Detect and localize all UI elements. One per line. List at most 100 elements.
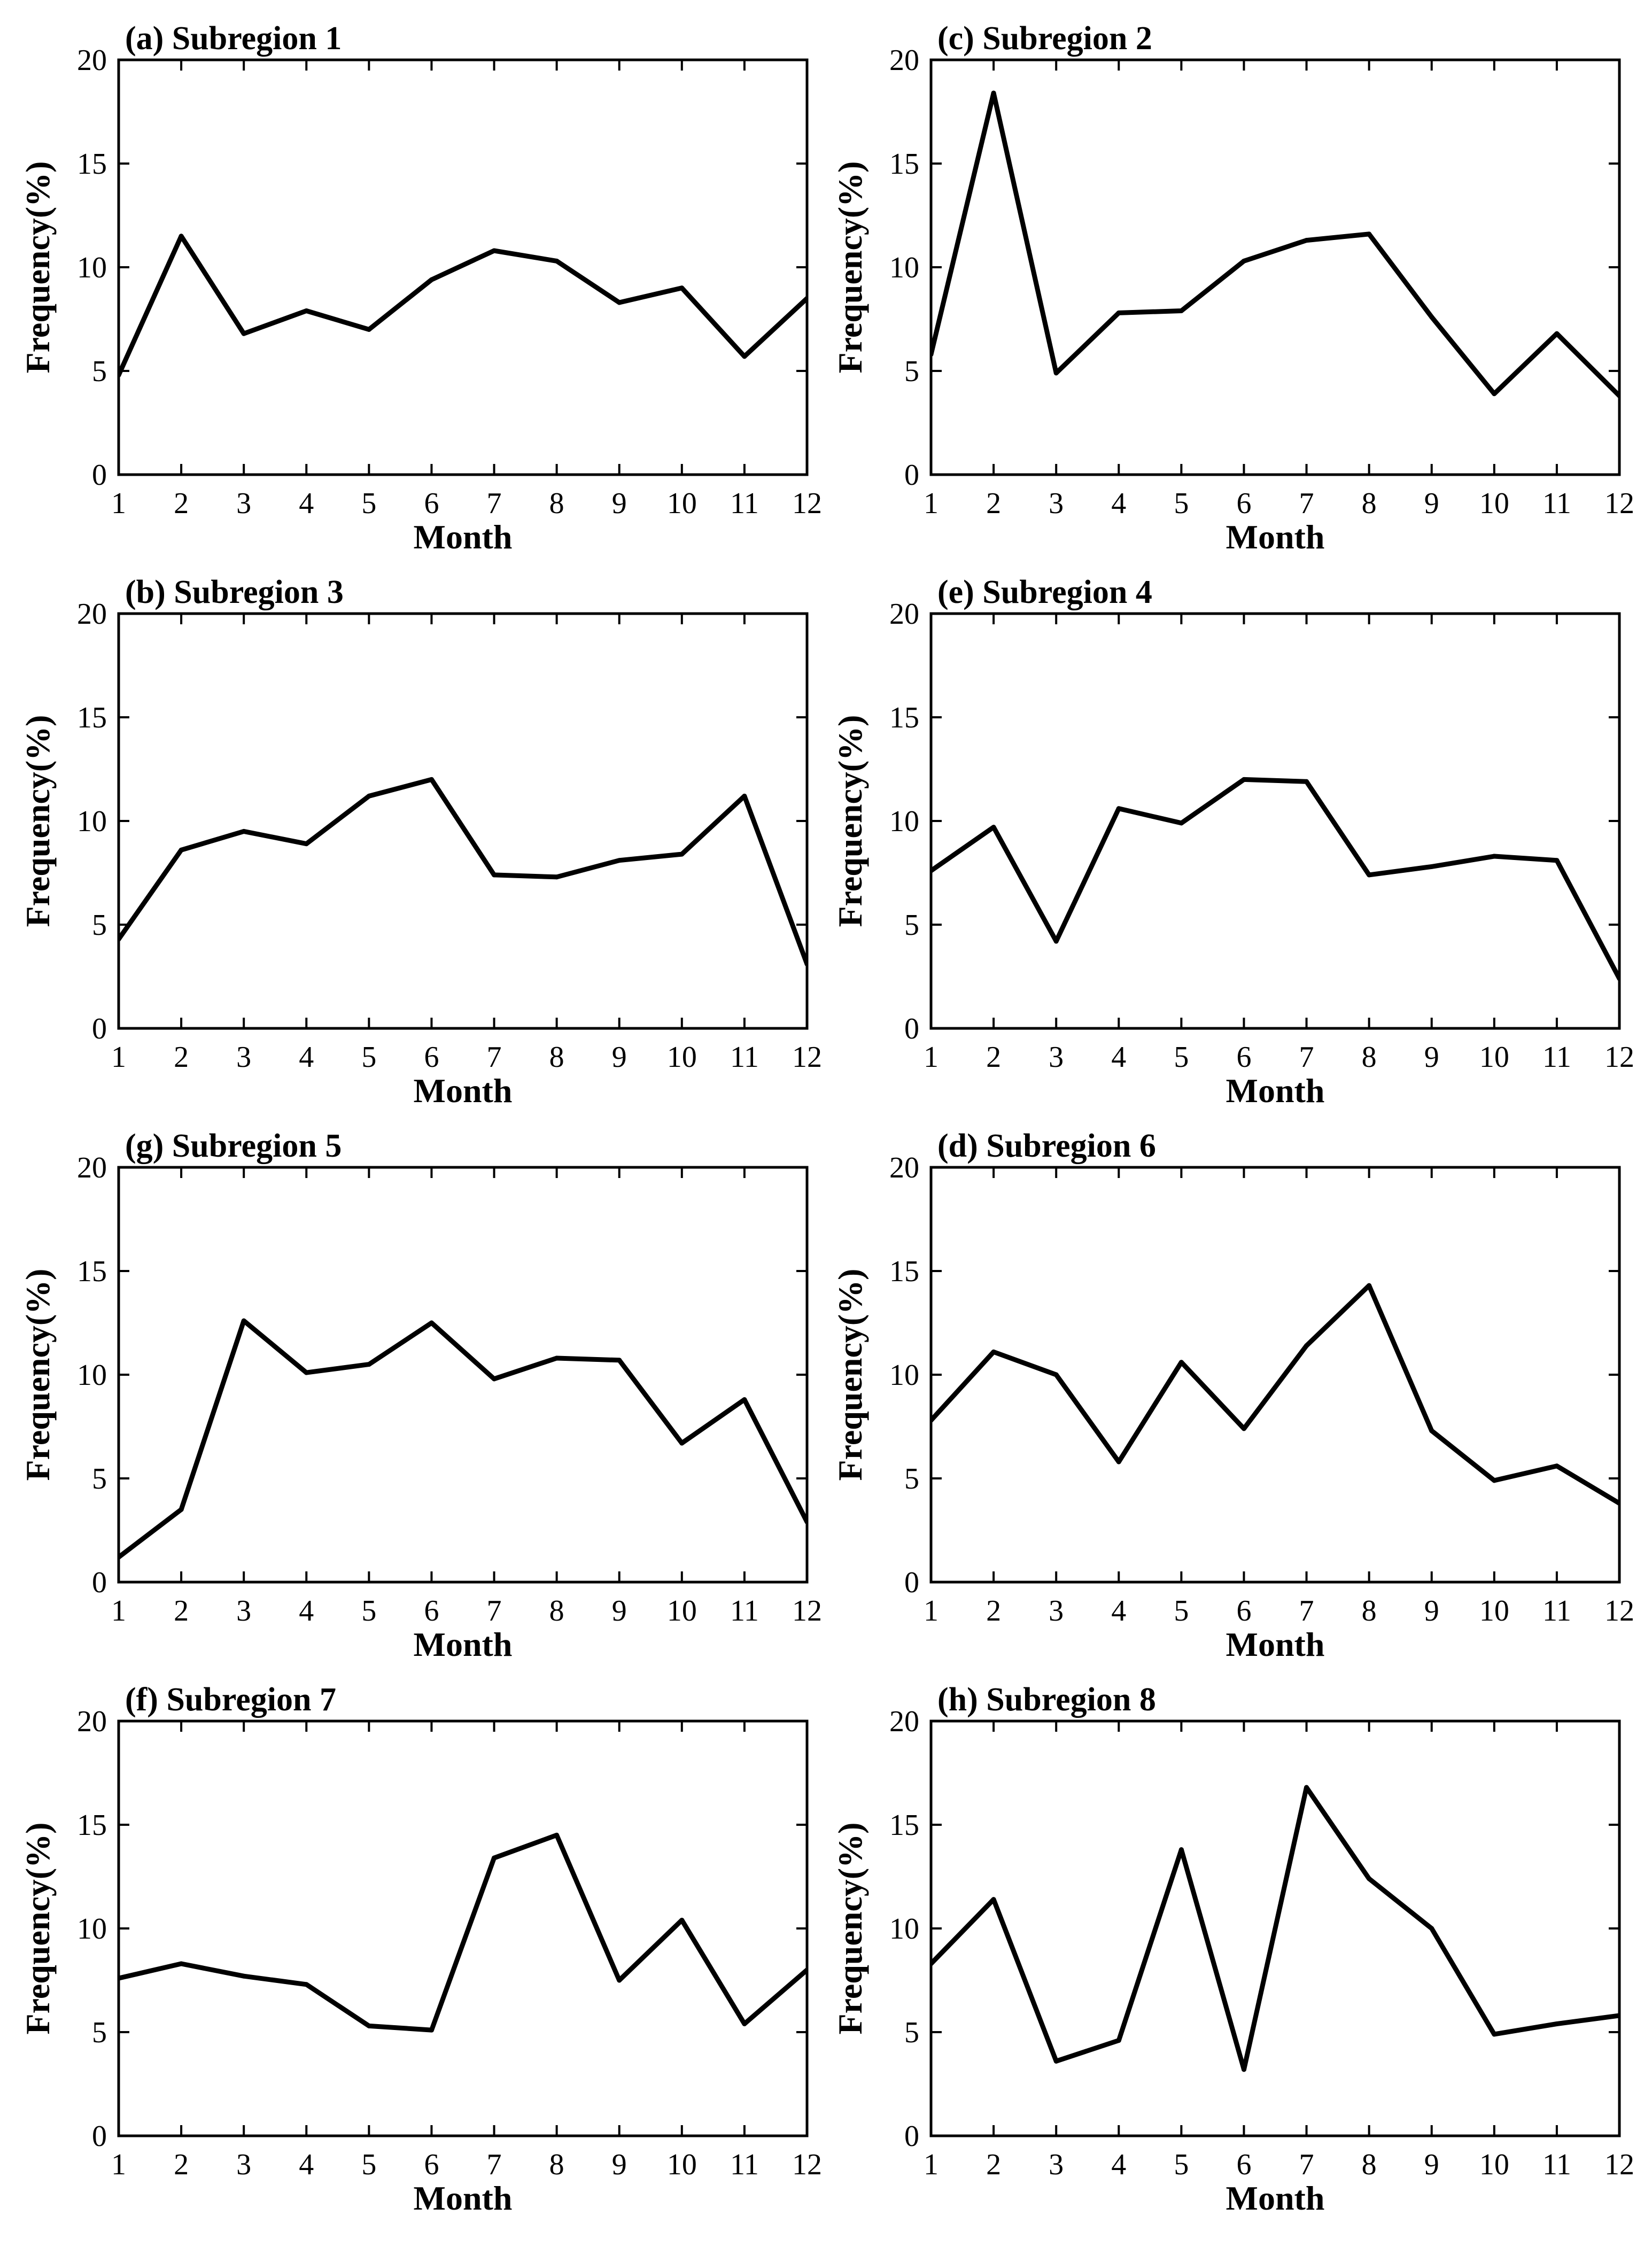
x-tick-label: 5 [1174,487,1189,520]
data-point [304,1982,309,1987]
x-tick-label: 1 [111,1041,126,1074]
plot-frame [929,1166,1621,1584]
data-point [1617,976,1619,981]
x-tick-label: 8 [1362,1594,1377,1628]
x-tick-label: 2 [174,1594,189,1628]
data-point [1178,1360,1184,1365]
y-tick-label: 15 [77,1809,107,1842]
data-point [804,1967,807,1973]
y-axis-label: Frequency(%) [19,1269,57,1481]
y-tick-label: 10 [889,251,919,284]
x-tick-label: 5 [361,1041,376,1074]
x-tick-label: 11 [730,1041,759,1074]
x-tick-label: 4 [1111,1041,1126,1074]
data-point [366,2023,371,2028]
series-line [931,1785,1619,2072]
x-tick-label: 4 [1111,1594,1126,1628]
data-point [492,248,497,253]
x-tick-label: 3 [1049,1041,1064,1074]
data-point [492,1855,497,1861]
x-tick-label: 2 [986,1594,1001,1628]
data-point [119,1554,121,1560]
data-point [1554,1463,1560,1469]
y-tick-label: 0 [92,2120,107,2153]
data-point [179,1961,184,1966]
x-tick-label: 7 [487,487,502,520]
x-tick-label: 1 [924,1594,939,1628]
data-point [1116,2038,1121,2043]
x-tick-label: 6 [1236,487,1251,520]
data-point [1053,2058,1059,2064]
data-point [1367,1876,1372,1881]
x-axis-label: Month [414,518,513,556]
y-tick-label: 15 [77,148,107,181]
data-point [554,1832,560,1838]
x-tick-label: 9 [1424,1041,1439,1074]
series-line [119,1318,807,1560]
data-point [1053,370,1059,376]
panel-title: (e) Subregion 4 [937,574,1152,610]
data-point [366,327,371,332]
x-tick-label: 9 [1424,1594,1439,1628]
x-tick-label: 12 [792,1041,822,1074]
y-tick-label: 20 [77,44,107,77]
data-point [1617,2013,1619,2018]
data-point [617,858,622,863]
x-axis-label: Month [1226,1625,1325,1663]
x-tick-label: 11 [730,487,759,520]
x-tick-label: 8 [549,1594,564,1628]
x-tick-label: 5 [1174,1594,1189,1628]
x-tick-label: 6 [424,2148,439,2181]
data-point [742,1397,747,1403]
x-tick-label: 10 [667,1594,697,1628]
data-point [366,1362,371,1367]
y-axis-label: Frequency(%) [831,1823,869,2035]
x-tick-label: 12 [1604,1041,1634,1074]
y-tick-label: 0 [904,1012,919,1045]
data-point [241,331,246,336]
data-point [804,296,807,301]
data-point [304,1370,309,1375]
y-tick-label: 10 [889,805,919,838]
data-point [1492,1478,1497,1483]
data-point [1367,231,1372,237]
data-point [931,352,934,357]
data-point [1241,777,1246,782]
x-tick-label: 5 [1174,1041,1189,1074]
y-axis-label: Frequency(%) [831,161,869,374]
x-tick-label: 9 [1424,487,1439,520]
data-point [304,308,309,313]
x-tick-label: 9 [612,487,627,520]
x-tick-label: 2 [174,2148,189,2181]
data-point [179,234,184,239]
data-point [554,258,560,264]
data-point [991,90,996,96]
y-tick-label: 20 [77,1705,107,1738]
data-point [1367,1283,1372,1288]
data-point [119,936,121,942]
y-tick-label: 5 [904,1462,919,1496]
data-point [1554,2021,1560,2026]
y-tick-label: 20 [77,598,107,631]
data-point [1178,308,1184,313]
data-point [742,2021,747,2026]
data-point [1429,314,1434,320]
y-tick-label: 20 [889,44,919,77]
x-tick-label: 6 [1236,1041,1251,1074]
panel-title: (c) Subregion 2 [937,20,1152,57]
data-point [1554,331,1560,336]
data-point [554,874,560,880]
y-tick-label: 5 [904,909,919,942]
data-point [429,777,434,782]
y-tick-label: 20 [889,1705,919,1738]
data-point [1617,393,1619,399]
data-point [1429,1926,1434,1931]
x-tick-label: 8 [1362,2148,1377,2181]
data-point [804,1519,807,1524]
data-point [1617,1501,1619,1506]
plot-frame [117,1166,809,1584]
data-point [679,1440,685,1446]
x-tick-label: 11 [1542,2148,1571,2181]
data-point [931,1961,934,1966]
